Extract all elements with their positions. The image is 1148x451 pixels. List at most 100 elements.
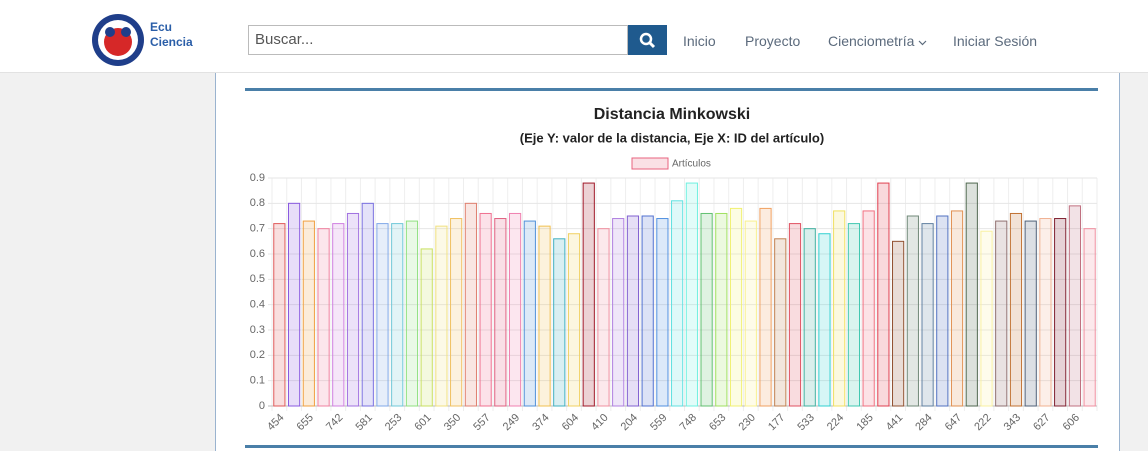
- bar: [641, 215, 654, 407]
- bar: [833, 210, 846, 407]
- bar: [729, 207, 743, 407]
- y-tick-label: 0: [259, 400, 265, 412]
- bar: [788, 223, 802, 407]
- bar: [862, 210, 875, 407]
- card-border: [245, 88, 1098, 91]
- bar: [965, 182, 978, 407]
- x-tick-label: 410: [589, 412, 610, 433]
- bar: [288, 202, 301, 407]
- x-tick-label: 350: [442, 412, 463, 433]
- bar: [685, 182, 698, 407]
- bar: [995, 220, 1008, 407]
- y-tick-label: 0.4: [250, 299, 265, 311]
- x-tick-label: 204: [619, 412, 640, 433]
- bar: [877, 182, 890, 407]
- bar: [597, 228, 610, 407]
- bar: [1039, 218, 1052, 407]
- x-tick-label: 249: [501, 412, 522, 433]
- search-icon: [639, 32, 656, 49]
- brand-line: Ecu: [150, 20, 173, 34]
- x-tick-label: 224: [825, 412, 846, 433]
- bar: [361, 202, 374, 407]
- legend-swatch: [631, 157, 669, 170]
- nav-link[interactable]: Proyecto: [745, 33, 801, 49]
- bar: [818, 233, 831, 407]
- navbar: Ecu Ciencia Buscar... Inicio Proyecto Ci…: [0, 0, 1148, 73]
- bar: [803, 228, 816, 407]
- bar: [980, 230, 993, 407]
- chart-title: Distancia Minkowski: [594, 106, 751, 123]
- x-tick-label: 653: [707, 412, 728, 433]
- bar: [391, 223, 404, 407]
- x-tick-label: 581: [353, 412, 374, 433]
- bar: [936, 215, 949, 407]
- bar: [715, 212, 728, 407]
- bar: [1083, 228, 1096, 407]
- bar: [332, 223, 345, 407]
- bar: [612, 218, 625, 407]
- bar: [744, 220, 757, 407]
- y-tick-label: 0.6: [250, 248, 265, 260]
- bar: [405, 220, 419, 407]
- bar: [346, 212, 360, 407]
- chart-subtitle: (Eje Y: valor de la distancia, Eje X: ID…: [520, 130, 824, 145]
- placeholder: Buscar...: [255, 31, 314, 48]
- x-tick-label: 454: [265, 412, 286, 433]
- bar: [435, 225, 448, 407]
- y-tick-label: 0.8: [250, 197, 265, 209]
- bar: [626, 215, 640, 407]
- bar: [774, 238, 787, 407]
- x-tick-label: 655: [295, 412, 316, 433]
- nav-link[interactable]: Iniciar Sesión: [953, 33, 1038, 49]
- bar: [317, 228, 330, 407]
- card-border: [245, 445, 1098, 448]
- x-tick-label: 606: [1061, 412, 1082, 433]
- bar: [302, 220, 315, 407]
- bar: [1024, 220, 1037, 407]
- nav-link-text: Cienciometría: [828, 33, 915, 49]
- bar: [567, 233, 581, 407]
- bar: [847, 223, 861, 407]
- nav-link[interactable]: Cienciometría: [828, 33, 927, 49]
- x-tick-label: 374: [530, 412, 551, 433]
- y-tick-label: 0.7: [250, 223, 265, 235]
- bar: [656, 218, 669, 407]
- bar: [538, 225, 551, 407]
- x-tick-label: 284: [913, 412, 934, 433]
- search-button[interactable]: [628, 25, 667, 55]
- x-tick-label: 253: [383, 412, 404, 433]
- bar: [950, 210, 964, 407]
- y-tick-label: 0.9: [250, 172, 265, 184]
- bar: [420, 248, 433, 407]
- bar: [273, 223, 286, 407]
- bar: [1009, 212, 1023, 407]
- bar: [671, 200, 684, 407]
- x-tick-label: 533: [795, 412, 816, 433]
- x-tick-label: 601: [412, 412, 433, 433]
- x-tick-label: 742: [324, 412, 345, 433]
- x-tick-label: 604: [560, 412, 581, 433]
- x-tick-label: 627: [1031, 412, 1052, 433]
- x-tick-label: 177: [766, 412, 787, 433]
- search-input[interactable]: Buscar...: [248, 25, 628, 55]
- logo[interactable]: [88, 10, 148, 70]
- bar: [906, 215, 919, 407]
- bar: [523, 220, 536, 407]
- bar: [582, 182, 595, 407]
- nav-link[interactable]: Inicio: [683, 33, 716, 49]
- x-tick-label: 230: [737, 412, 758, 433]
- bar: [700, 212, 713, 407]
- bar: [553, 238, 566, 407]
- bar: [892, 240, 905, 407]
- x-tick-label: 343: [1002, 412, 1023, 433]
- bar: [464, 202, 477, 407]
- legend-label: Artículos: [672, 159, 711, 170]
- bar: [479, 212, 492, 407]
- x-tick-label: 748: [678, 412, 699, 433]
- bar: [1054, 218, 1067, 407]
- y-tick-label: 0.2: [250, 349, 265, 361]
- bar: [508, 212, 522, 407]
- x-tick-label: 441: [884, 412, 905, 433]
- y-tick-label: 0.5: [250, 273, 265, 285]
